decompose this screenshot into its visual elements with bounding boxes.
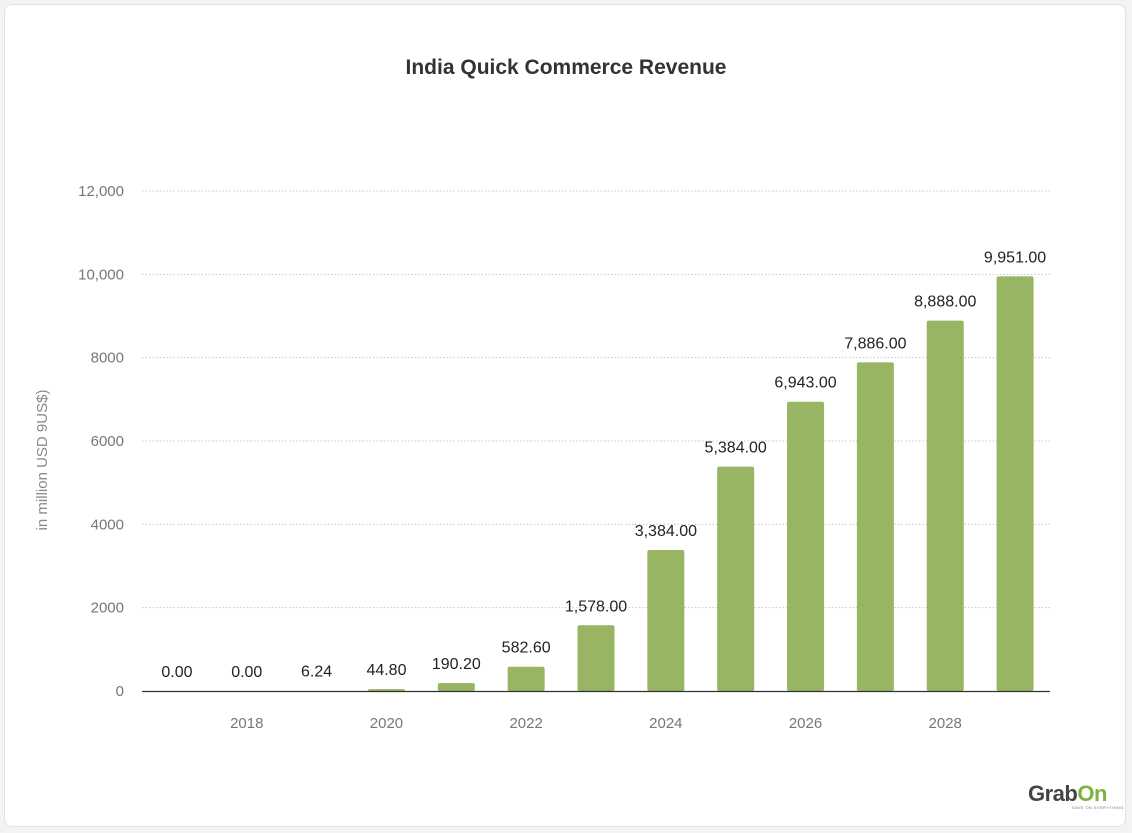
bar [437, 683, 475, 691]
logo-wordmark: GrabOn [1028, 783, 1118, 805]
y-tick-label: 8000 [91, 350, 124, 367]
value-label: 6.24 [301, 664, 332, 681]
bar [787, 401, 825, 691]
bar [367, 689, 405, 691]
value-label: 0.00 [231, 664, 262, 681]
value-label: 5,384.00 [705, 440, 767, 457]
x-tick-label: 2026 [789, 715, 822, 732]
value-label: 3,384.00 [635, 523, 697, 540]
chart-title: India Quick Commerce Revenue [405, 56, 727, 79]
grabon-logo: GrabOn SAVE ON EVERYTHING [1028, 783, 1124, 811]
value-label: 0.00 [161, 664, 192, 681]
bar [856, 362, 894, 691]
grid-lines [142, 190, 1050, 609]
value-label: 1,578.00 [565, 598, 627, 615]
y-tick-label: 10,000 [78, 266, 124, 283]
value-label: 6,943.00 [774, 375, 836, 392]
bar [926, 320, 964, 691]
value-label: 582.60 [502, 640, 551, 657]
y-tick-label: 2000 [91, 600, 124, 617]
value-label: 190.20 [432, 656, 481, 673]
value-label: 44.80 [366, 662, 406, 679]
logo-on: On [1077, 781, 1107, 806]
x-tick-label: 2018 [230, 715, 263, 732]
value-label: 7,886.00 [844, 335, 906, 352]
value-label: 8,888.00 [914, 294, 976, 311]
bar [717, 466, 755, 691]
value-labels: 0.00 0.00 6.24 44.80 190.20 582.60 1,578.00 3,3… [161, 249, 1046, 681]
bars [367, 276, 1034, 691]
y-tick-label: 12,000 [78, 183, 124, 200]
y-tick-label: 4000 [91, 516, 124, 533]
value-label: 9,951.00 [984, 249, 1046, 266]
y-axis-ticks: 0 2000 4000 6000 8000 10,000 12,000 [78, 183, 124, 700]
bar [507, 666, 545, 691]
x-axis-ticks: 2018 2020 2022 2024 2026 2028 [230, 715, 962, 732]
bar [647, 550, 685, 691]
x-tick-label: 2024 [649, 715, 682, 732]
x-tick-label: 2022 [509, 715, 542, 732]
y-tick-label: 6000 [91, 433, 124, 450]
x-tick-label: 2020 [370, 715, 403, 732]
bar [996, 276, 1034, 691]
logo-tagline: SAVE ON EVERYTHING [1072, 805, 1124, 810]
y-axis-label: in million USD 9US$) [34, 390, 51, 531]
y-tick-label: 0 [116, 683, 124, 700]
bar [577, 625, 615, 691]
x-tick-label: 2028 [929, 715, 962, 732]
logo-grab: Grab [1028, 781, 1078, 806]
